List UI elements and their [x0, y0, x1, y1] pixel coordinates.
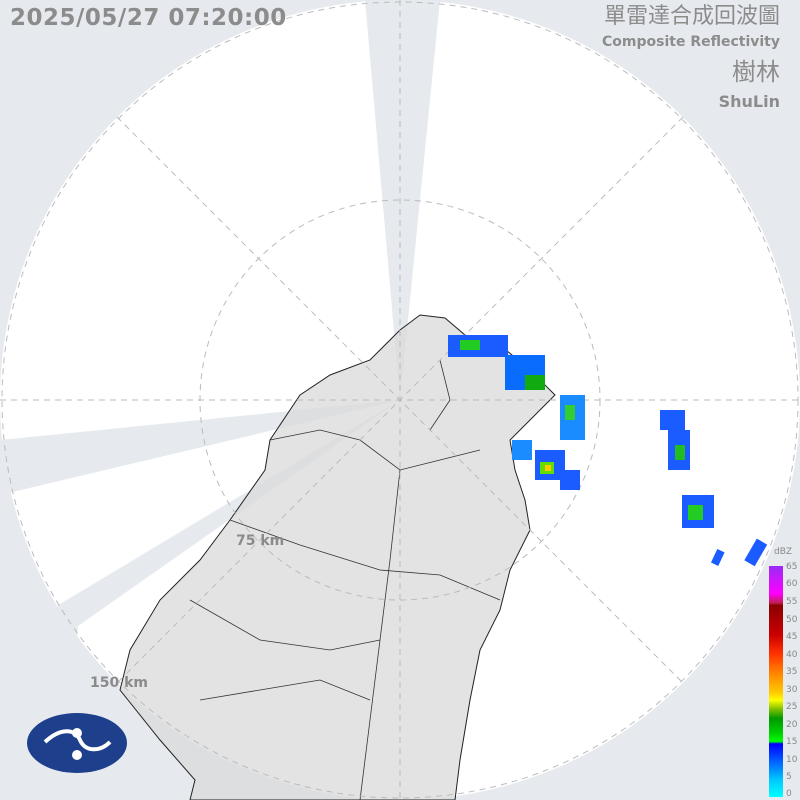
legend-tick: 20 [786, 720, 798, 730]
logo [27, 713, 127, 773]
timestamp: 2025/05/27 07:20:00 [10, 5, 287, 31]
legend-tick: 10 [786, 755, 798, 765]
legend-tick: 30 [786, 685, 798, 695]
legend-unit: dBZ [774, 547, 793, 557]
legend-tick: 55 [786, 597, 798, 607]
product-title-zh: 單雷達合成回波圖 [603, 4, 780, 29]
legend-tick: 65 [786, 562, 798, 572]
radar-echoes [448, 335, 768, 567]
echo-cluster-yilan [512, 440, 580, 490]
legend-tick: 50 [786, 615, 798, 625]
site-name-zh: 樹林 [732, 58, 780, 86]
blocked-sector-north [365, 0, 440, 400]
legend-tick: 45 [786, 632, 798, 642]
range-label-150km: 150 km [90, 675, 148, 691]
legend-color-bar [769, 566, 783, 797]
echo-cluster-north-coast [448, 335, 585, 440]
legend-tick: 5 [786, 772, 792, 782]
legend-tick: 15 [786, 737, 798, 747]
legend-tick: 0 [786, 789, 792, 799]
echo-cluster-offshore [660, 410, 768, 567]
range-label-75km: 75 km [236, 533, 285, 549]
legend-tick: 35 [786, 667, 798, 677]
legend-tick: 60 [786, 579, 798, 589]
dbz-legend: dBZ 65 60 55 50 45 40 35 30 25 20 15 10 … [769, 545, 800, 800]
product-title-en: Composite Reflectivity [602, 34, 780, 50]
legend-tick: 40 [786, 650, 798, 660]
site-name-en: ShuLin [718, 92, 780, 111]
legend-tick: 25 [786, 702, 798, 712]
county-boundaries [189, 359, 501, 800]
